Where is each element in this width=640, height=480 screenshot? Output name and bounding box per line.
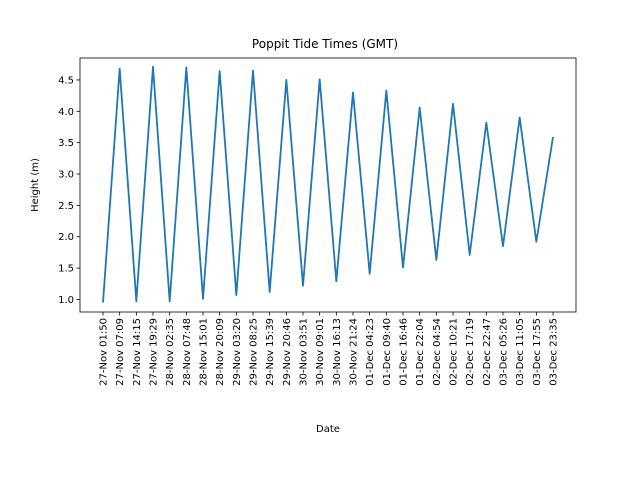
x-tick-label: 30-Nov 03:51 — [299, 318, 310, 386]
x-tick-label: 29-Nov 15:39 — [265, 318, 276, 386]
x-tick-label: 29-Nov 03:20 — [232, 318, 243, 386]
x-tick-label: 03-Dec 05:26 — [499, 318, 510, 386]
x-tick-label: 28-Nov 20:09 — [215, 318, 226, 386]
y-tick-label: 2.0 — [58, 232, 74, 243]
x-tick-label: 01-Dec 04:23 — [365, 318, 376, 386]
x-axis-title: Date — [316, 424, 340, 435]
x-tick-label: 28-Nov 02:35 — [165, 318, 176, 386]
x-tick-label: 01-Dec 22:04 — [415, 318, 426, 386]
x-tick-label: 28-Nov 07:48 — [182, 318, 193, 386]
x-axis: 27-Nov 01:50 27-Nov 07:09 27-Nov 14:15 27-N… — [99, 312, 560, 386]
x-tick-label: 01-Dec 09:40 — [382, 318, 393, 386]
x-tick-label: 03-Dec 17:55 — [532, 318, 543, 386]
y-tick-label: 2.5 — [58, 201, 74, 212]
y-tick-label: 1.0 — [58, 295, 74, 306]
x-tick-label: 29-Nov 08:25 — [249, 318, 260, 386]
x-tick-label: 03-Dec 11:05 — [515, 318, 526, 386]
y-axis: 1.0 1.5 2.0 2.5 3.0 3.5 4.0 4.5 — [58, 75, 80, 306]
chart-title: Poppit Tide Times (GMT) — [252, 37, 398, 51]
x-tick-label: 27-Nov 07:09 — [115, 318, 126, 386]
y-tick-label: 4.0 — [58, 107, 74, 118]
x-tick-label: 02-Dec 22:47 — [482, 318, 493, 386]
x-tick-label: 30-Nov 16:13 — [332, 318, 343, 386]
y-tick-label: 1.5 — [58, 264, 74, 275]
x-tick-label: 30-Nov 09:01 — [315, 318, 326, 386]
x-tick-label: 01-Dec 16:46 — [399, 318, 410, 386]
x-tick-label: 28-Nov 15:01 — [199, 318, 210, 386]
series-line-height — [102, 65, 554, 303]
x-tick-label: 27-Nov 01:50 — [99, 318, 110, 386]
x-tick-label: 03-Dec 23:35 — [549, 318, 560, 386]
x-tick-label: 02-Dec 17:19 — [465, 318, 476, 386]
x-tick-label: 02-Dec 10:21 — [449, 318, 460, 386]
y-axis-title: Height (m) — [30, 158, 41, 212]
y-tick-label: 3.5 — [58, 138, 74, 149]
x-tick-label: 27-Nov 19:29 — [149, 318, 160, 386]
y-tick-label: 3.0 — [58, 170, 74, 181]
x-tick-label: 27-Nov 14:15 — [132, 318, 143, 386]
x-tick-label: 30-Nov 21:24 — [349, 318, 360, 386]
x-tick-label: 02-Dec 04:54 — [432, 318, 443, 386]
x-tick-label: 29-Nov 20:46 — [282, 318, 293, 386]
y-tick-label: 4.5 — [58, 75, 74, 86]
plot-frame — [79, 57, 577, 313]
